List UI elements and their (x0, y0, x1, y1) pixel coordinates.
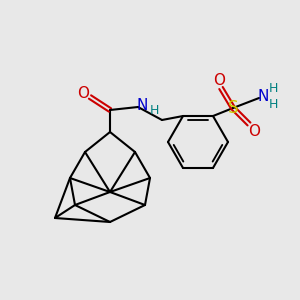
Text: H: H (268, 82, 278, 94)
Text: H: H (268, 98, 278, 110)
Text: N: N (257, 88, 269, 104)
Text: N: N (136, 98, 148, 113)
Text: O: O (77, 86, 89, 101)
Text: O: O (213, 73, 225, 88)
Text: H: H (149, 103, 159, 116)
Text: O: O (248, 124, 260, 139)
Text: S: S (228, 99, 238, 117)
